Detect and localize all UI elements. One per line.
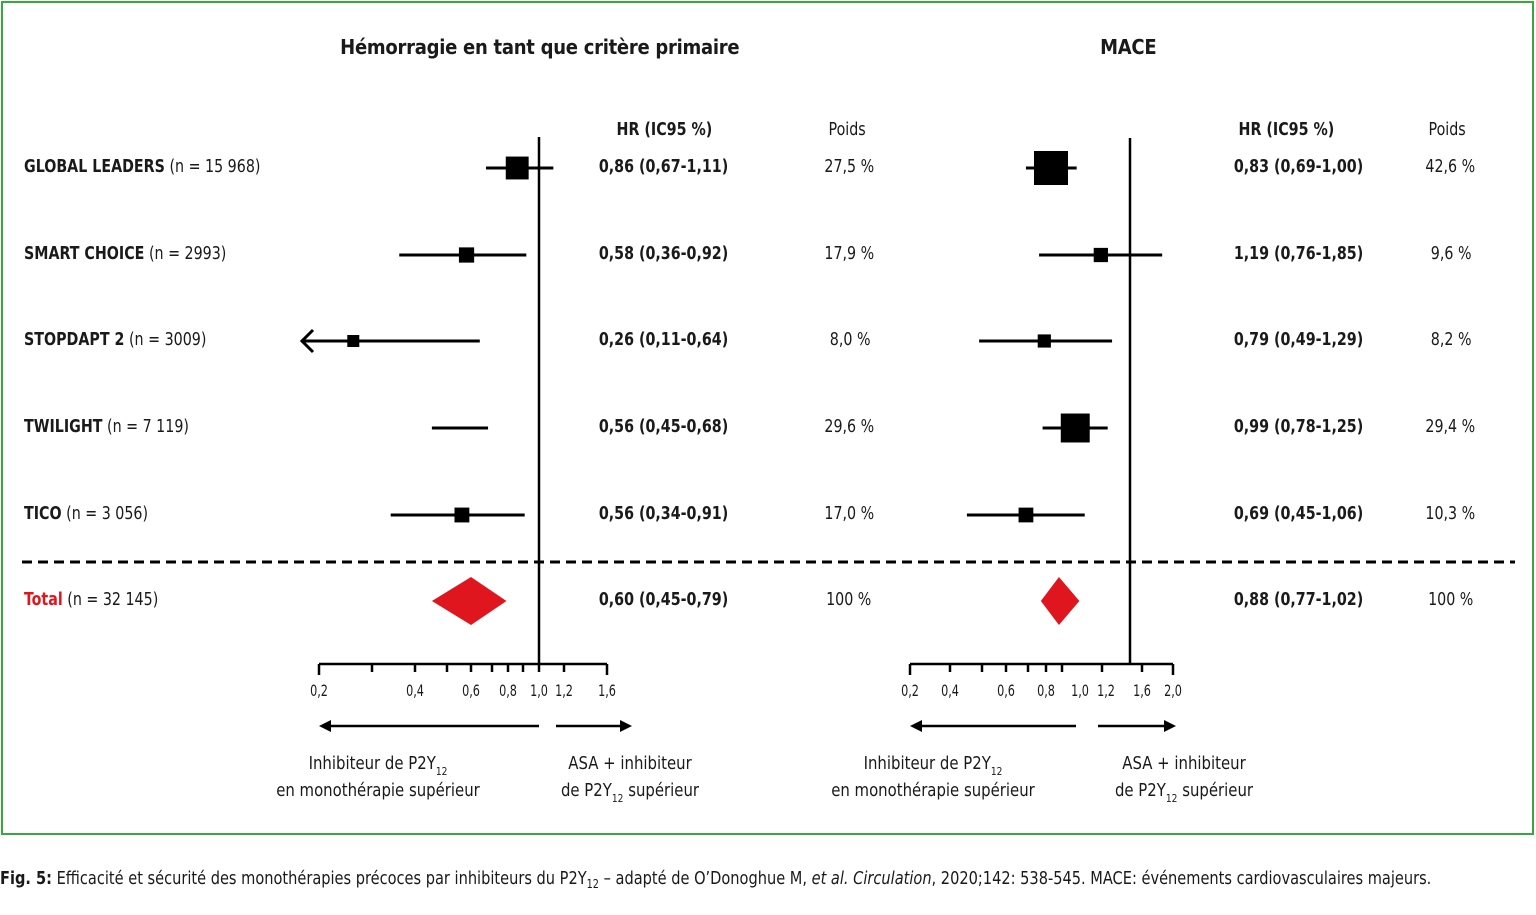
x-tick-label: 2,0	[1162, 681, 1184, 700]
x-tick-label: 1,6	[596, 681, 618, 700]
point-estimate-square	[1038, 334, 1051, 347]
caption-journal: Circulation	[853, 868, 931, 889]
direction-text: de P2Y	[1115, 780, 1166, 801]
direction-label-dapt-left: ASA + inhibiteur de P2Y12 supérieur	[538, 750, 722, 804]
direction-text: de P2Y	[561, 780, 612, 801]
direction-label-monotherapy-left: Inhibiteur de P2Y12 en monothérapie supé…	[249, 750, 507, 804]
subscript: 12	[436, 765, 448, 778]
point-estimate-square	[454, 508, 469, 523]
x-tick-label: 1,2	[1095, 681, 1117, 700]
direction-label-monotherapy-right: Inhibiteur de P2Y12 en monothérapie supé…	[804, 750, 1062, 804]
x-tick-label: 0,6	[995, 681, 1017, 700]
point-estimate-square	[1019, 508, 1034, 523]
x-tick-label: 0,2	[308, 681, 330, 700]
point-estimate-square	[1094, 248, 1108, 262]
x-tick-label: 0,8	[1035, 681, 1057, 700]
direction-text: Inhibiteur de P2Y	[864, 753, 991, 774]
direction-text: supérieur	[628, 780, 699, 801]
direction-text: ASA + inhibiteur	[1122, 753, 1245, 774]
x-tick-label: 0,6	[460, 681, 482, 700]
caption-subscript: 12	[587, 877, 599, 891]
arrow-right-icon	[620, 720, 632, 732]
point-estimate-square	[1061, 414, 1090, 443]
point-estimate-square	[347, 335, 359, 347]
x-tick-label: 0,4	[404, 681, 426, 700]
arrow-left-icon	[910, 720, 922, 732]
x-tick-label: 1,2	[553, 681, 575, 700]
caption-fig-label: Fig. 5:	[0, 868, 52, 889]
point-estimate-square	[459, 247, 474, 262]
forest-plot	[0, 0, 1536, 840]
x-tick-label: 1,0	[528, 681, 550, 700]
point-estimate-square	[1034, 151, 1068, 185]
subscript: 12	[612, 792, 624, 805]
direction-text: en monothérapie supérieur	[831, 780, 1035, 801]
x-tick-label: 0,4	[939, 681, 961, 700]
direction-text: ASA + inhibiteur	[568, 753, 691, 774]
caption-text: , 2020;142: 538-545. MACE: événements ca…	[932, 868, 1432, 889]
x-tick-label: 0,2	[899, 681, 921, 700]
direction-text: Inhibiteur de P2Y	[309, 753, 436, 774]
x-tick-label: 1,0	[1069, 681, 1091, 700]
subscript: 12	[991, 765, 1003, 778]
arrow-left-icon	[319, 720, 331, 732]
x-tick-label: 1,6	[1131, 681, 1153, 700]
summary-diamond	[432, 577, 507, 625]
arrow-right-icon	[1164, 720, 1176, 732]
subscript: 12	[1166, 792, 1178, 805]
forest-panel-bleeding	[301, 137, 632, 732]
x-tick-label: 0,8	[497, 681, 519, 700]
direction-text: en monothérapie supérieur	[276, 780, 480, 801]
direction-label-dapt-right: ASA + inhibiteur de P2Y12 supérieur	[1092, 750, 1276, 804]
point-estimate-square	[506, 157, 529, 180]
direction-text: supérieur	[1182, 780, 1253, 801]
caption-text: – adapté de O’Donoghue M,	[599, 868, 812, 889]
caption-text: Efficacité et sécurité des monothérapies…	[52, 868, 587, 889]
figure-caption: Fig. 5: Efficacité et sécurité des monot…	[0, 866, 1530, 891]
summary-diamond	[1041, 577, 1080, 625]
caption-etal: et al.	[812, 868, 849, 889]
forest-panel-mace	[910, 138, 1176, 732]
